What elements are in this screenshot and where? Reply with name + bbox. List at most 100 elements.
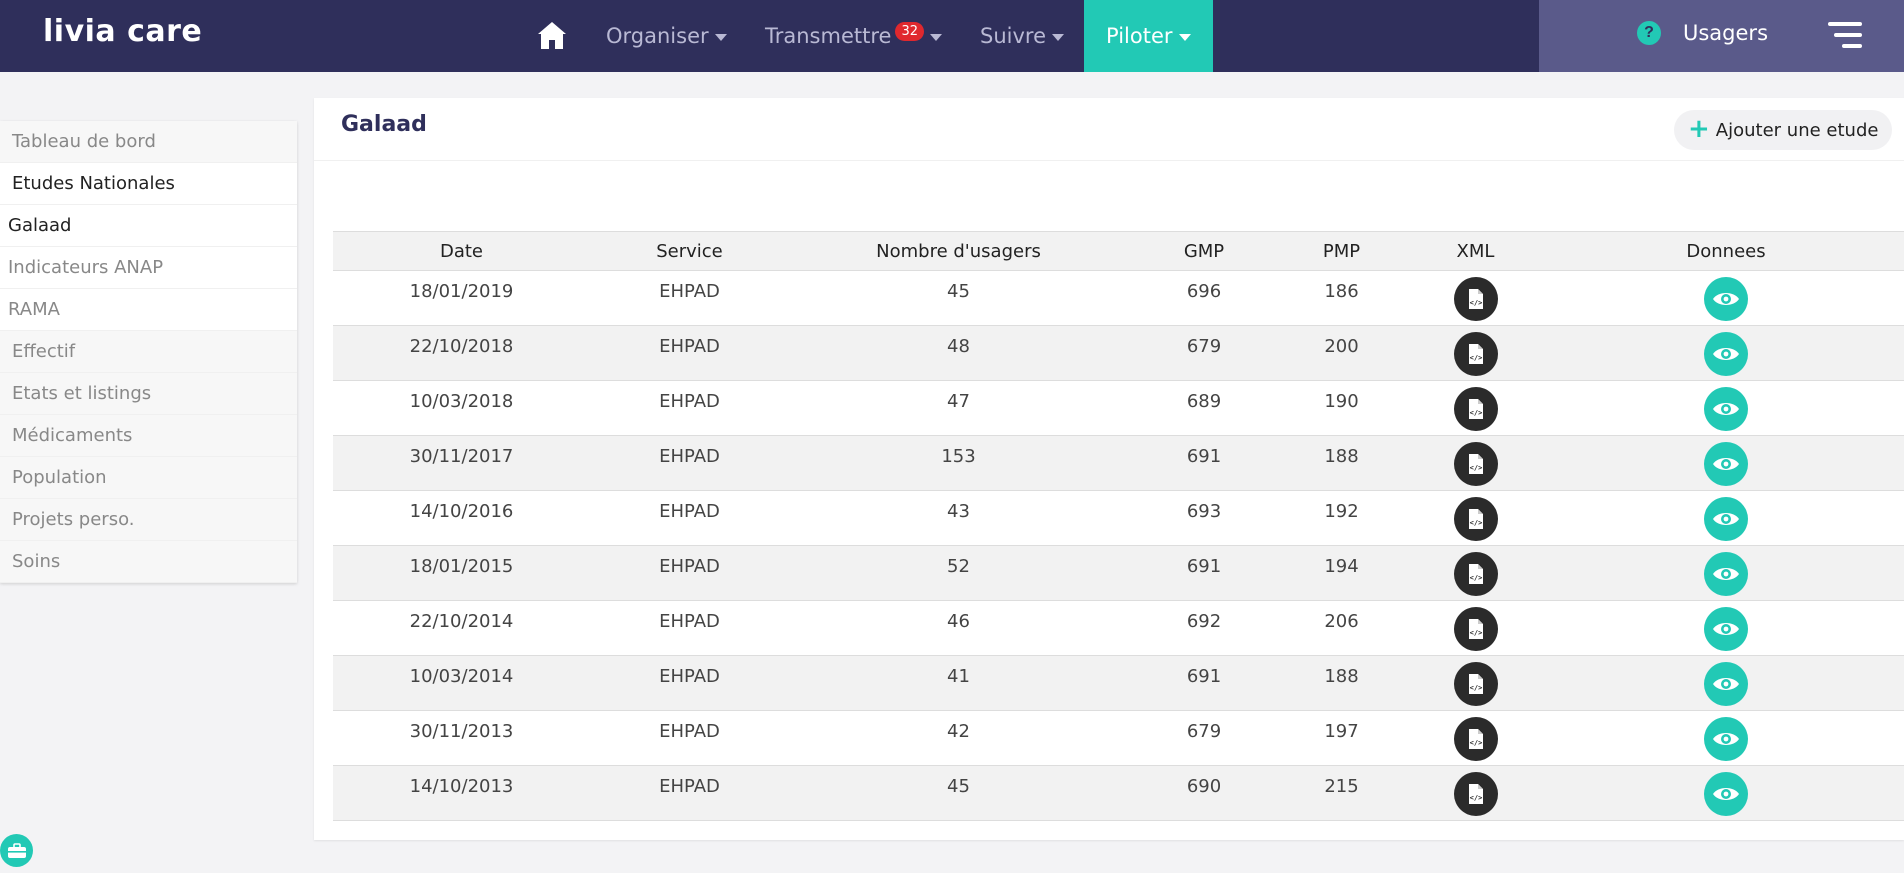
cell-pmp: 188	[1280, 655, 1403, 711]
menu-icon[interactable]	[1828, 22, 1862, 48]
column-header-donnees: Donnees	[1548, 231, 1904, 271]
sidebar-item-effectif[interactable]: Effectif	[0, 331, 297, 373]
xml-file-icon: </>	[1468, 564, 1483, 584]
cell-donnees	[1548, 270, 1904, 326]
view-data-button[interactable]	[1704, 552, 1748, 596]
nav-suivre[interactable]: Suivre	[980, 0, 1064, 72]
sidebar-item-rama[interactable]: RAMA	[0, 289, 297, 331]
sidebar-item-medicaments[interactable]: Médicaments	[0, 415, 297, 457]
cell-usagers: 41	[789, 655, 1128, 711]
download-xml-button[interactable]: </>	[1453, 717, 1498, 761]
cell-donnees	[1548, 435, 1904, 491]
download-xml-button[interactable]: </>	[1453, 332, 1498, 376]
download-xml-button[interactable]: </>	[1453, 552, 1498, 596]
column-header-date[interactable]: Date	[333, 231, 590, 271]
cell-donnees	[1548, 765, 1904, 821]
view-data-button[interactable]	[1704, 717, 1748, 761]
nav-piloter[interactable]: Piloter	[1084, 0, 1213, 72]
svg-text:</>: </>	[1469, 574, 1482, 582]
xml-file-icon: </>	[1468, 619, 1483, 639]
xml-file-icon: </>	[1468, 729, 1483, 749]
cell-xml: </>	[1403, 655, 1548, 711]
sidebar-item-projets-perso[interactable]: Projets perso.	[0, 499, 297, 541]
cell-pmp: 194	[1280, 545, 1403, 601]
usagers-link[interactable]: Usagers	[1683, 21, 1769, 45]
cell-date: 18/01/2019	[333, 270, 590, 326]
view-data-button[interactable]	[1704, 277, 1748, 321]
caret-down-icon	[1178, 33, 1191, 41]
cell-pmp: 186	[1280, 270, 1403, 326]
view-data-button[interactable]	[1704, 387, 1748, 431]
sidebar: Tableau de bord Etudes Nationales Galaad…	[0, 121, 297, 583]
cell-date: 30/11/2017	[333, 435, 590, 491]
cell-date: 10/03/2018	[333, 380, 590, 436]
view-data-button[interactable]	[1704, 607, 1748, 651]
download-xml-button[interactable]: </>	[1453, 662, 1498, 706]
column-header-usagers[interactable]: Nombre d'usagers	[789, 231, 1128, 271]
cell-service: EHPAD	[590, 600, 789, 656]
download-xml-button[interactable]: </>	[1453, 497, 1498, 541]
cell-usagers: 46	[789, 600, 1128, 656]
eye-icon	[1713, 733, 1739, 745]
cell-donnees	[1548, 710, 1904, 766]
sidebar-item-label: Etudes Nationales	[12, 173, 175, 194]
sidebar-item-soins[interactable]: Soins	[0, 541, 297, 583]
svg-text:</>: </>	[1469, 629, 1482, 637]
download-xml-button[interactable]: </>	[1453, 442, 1498, 486]
download-xml-button[interactable]: </>	[1453, 607, 1498, 651]
sidebar-item-etats-et-listings[interactable]: Etats et listings	[0, 373, 297, 415]
cell-usagers: 45	[789, 270, 1128, 326]
column-header-pmp[interactable]: PMP	[1280, 231, 1403, 271]
eye-icon	[1713, 513, 1739, 525]
download-xml-button[interactable]: </>	[1453, 277, 1498, 321]
sidebar-item-label: Soins	[12, 551, 61, 572]
add-study-button[interactable]: + Ajouter une etude	[1674, 110, 1893, 150]
cell-usagers: 52	[789, 545, 1128, 601]
cell-pmp: 206	[1280, 600, 1403, 656]
plus-icon: +	[1688, 113, 1710, 144]
view-data-button[interactable]	[1704, 772, 1748, 816]
cell-xml: </>	[1403, 490, 1548, 546]
sidebar-item-population[interactable]: Population	[0, 457, 297, 499]
nav-organiser[interactable]: Organiser	[606, 0, 727, 72]
eye-icon	[1713, 348, 1739, 360]
view-data-button[interactable]	[1704, 332, 1748, 376]
eye-icon	[1713, 678, 1739, 690]
help-icon[interactable]: ?	[1637, 21, 1661, 45]
xml-file-icon: </>	[1468, 344, 1483, 364]
brand-logo[interactable]: livia care	[43, 14, 203, 49]
view-data-button[interactable]	[1704, 662, 1748, 706]
sidebar-item-galaad[interactable]: Galaad	[0, 205, 297, 247]
xml-file-icon: </>	[1468, 454, 1483, 474]
xml-file-icon: </>	[1468, 674, 1483, 694]
cell-date: 14/10/2013	[333, 765, 590, 821]
cell-pmp: 215	[1280, 765, 1403, 821]
sidebar-item-tableau-de-bord[interactable]: Tableau de bord	[0, 121, 297, 163]
sidebar-item-label: Indicateurs ANAP	[8, 257, 164, 278]
table-row: 14/10/2013 EHPAD 45 690 215 </>	[333, 765, 1904, 821]
sidebar-item-etudes-nationales[interactable]: Etudes Nationales	[0, 163, 297, 205]
cell-gmp: 692	[1128, 600, 1280, 656]
home-icon	[538, 22, 566, 49]
view-data-button[interactable]	[1704, 442, 1748, 486]
sidebar-item-indicateurs-anap[interactable]: Indicateurs ANAP	[0, 247, 297, 289]
sidebar-item-label: Galaad	[8, 215, 72, 236]
cell-xml: </>	[1403, 545, 1548, 601]
table-row: 14/10/2016 EHPAD 43 693 192 </>	[333, 490, 1904, 546]
cell-donnees	[1548, 655, 1904, 711]
view-data-button[interactable]	[1704, 497, 1748, 541]
download-xml-button[interactable]: </>	[1453, 772, 1498, 816]
caret-down-icon	[714, 33, 727, 41]
toolbox-icon[interactable]	[0, 834, 33, 867]
column-header-xml: XML	[1403, 231, 1548, 271]
nav-transmettre[interactable]: Transmettre 32	[765, 0, 942, 72]
column-header-service[interactable]: Service	[590, 231, 789, 271]
home-button[interactable]	[534, 16, 570, 54]
cell-donnees	[1548, 490, 1904, 546]
svg-text:</>: </>	[1469, 464, 1482, 472]
eye-icon	[1713, 403, 1739, 415]
column-header-gmp[interactable]: GMP	[1128, 231, 1280, 271]
download-xml-button[interactable]: </>	[1453, 387, 1498, 431]
cell-service: EHPAD	[590, 765, 789, 821]
cell-gmp: 691	[1128, 655, 1280, 711]
